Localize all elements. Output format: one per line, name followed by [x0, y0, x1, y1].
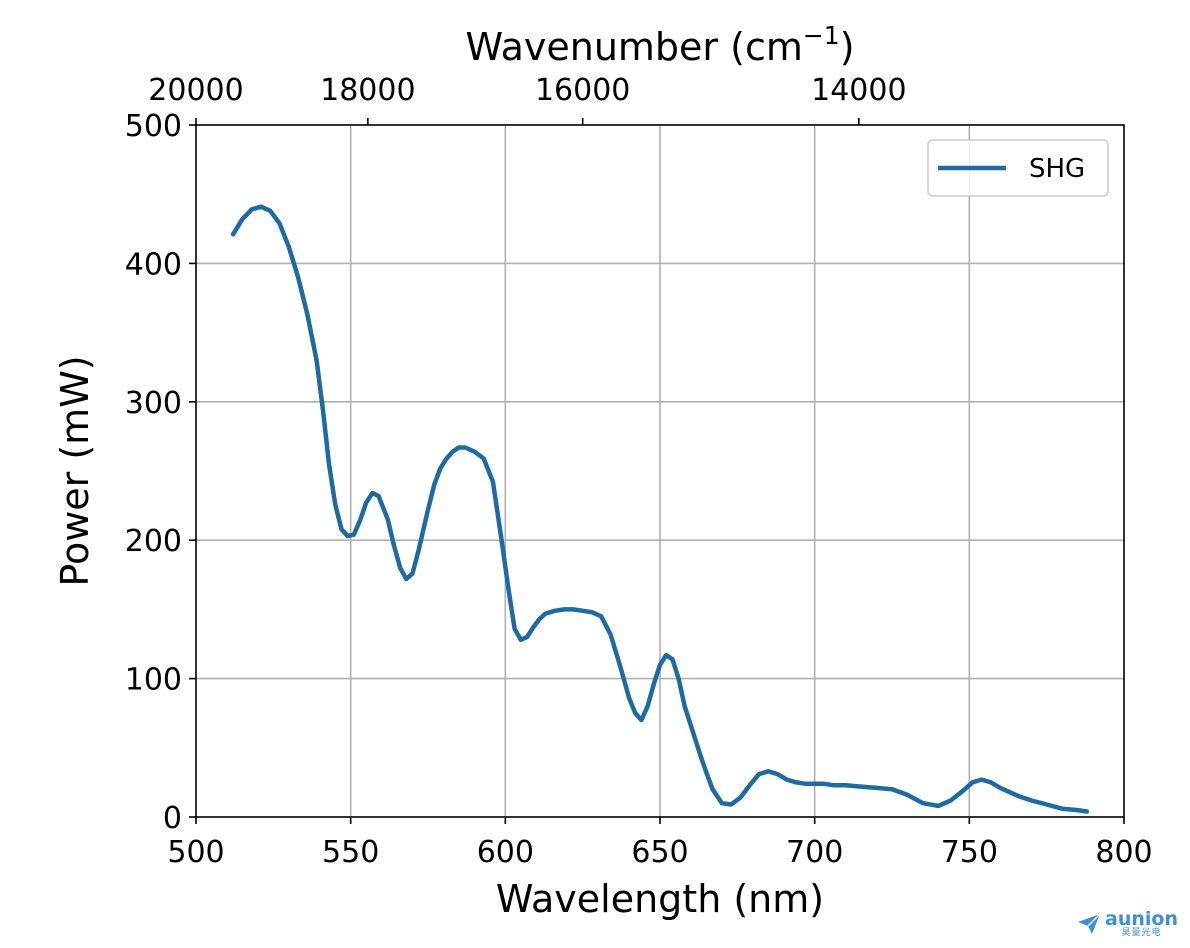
paper-plane-icon [1078, 913, 1101, 934]
watermark-subtitle: 昊量光电 [1121, 928, 1162, 938]
watermark-brand: aunion [1105, 908, 1178, 930]
top-tick-label: 20000 [148, 73, 243, 108]
top-tick-label: 16000 [535, 73, 630, 108]
x-tick-label: 800 [1095, 835, 1152, 870]
top-axis-title-close: ) [840, 25, 855, 69]
y-axis-ticks: 0 100 200 300 400 500 [125, 109, 196, 836]
x-tick-label: 550 [322, 835, 379, 870]
y-tick-label: 100 [125, 663, 182, 698]
top-axis-title: Wavenumber (cm−1) [465, 21, 854, 69]
series-layer [230, 204, 1090, 814]
legend-box [927, 139, 1109, 197]
watermark-text: aunion 昊量光电 [1105, 910, 1178, 938]
top-axis-title-sup: −1 [803, 21, 840, 50]
x-tick-label: 650 [631, 835, 688, 870]
y-tick-label: 0 [163, 801, 182, 836]
top-axis-ticks: 20000 18000 16000 14000 [148, 73, 907, 125]
x-axis-title: Wavelength (nm) [496, 877, 824, 921]
series-line-shg [230, 204, 1090, 814]
y-tick-label: 400 [125, 247, 182, 282]
grid [196, 125, 1124, 817]
x-axis-ticks: 500 550 600 650 700 750 800 [167, 817, 1153, 870]
top-tick-label: 18000 [320, 73, 415, 108]
y-axis-title: Power (mW) [53, 355, 97, 586]
legend-label: SHG [1029, 154, 1085, 184]
top-axis-title-main: Wavenumber (cm [465, 25, 802, 69]
y-tick-label: 300 [125, 386, 182, 421]
x-tick-label: 600 [477, 835, 534, 870]
y-tick-label: 200 [125, 524, 182, 559]
watermark-logo: aunion 昊量光电 [1077, 910, 1178, 938]
x-tick-label: 500 [167, 835, 224, 870]
legend: SHG [927, 139, 1109, 197]
x-tick-label: 750 [941, 835, 998, 870]
y-tick-label: 500 [125, 109, 182, 144]
top-tick-label: 14000 [811, 73, 906, 108]
x-tick-label: 700 [786, 835, 843, 870]
